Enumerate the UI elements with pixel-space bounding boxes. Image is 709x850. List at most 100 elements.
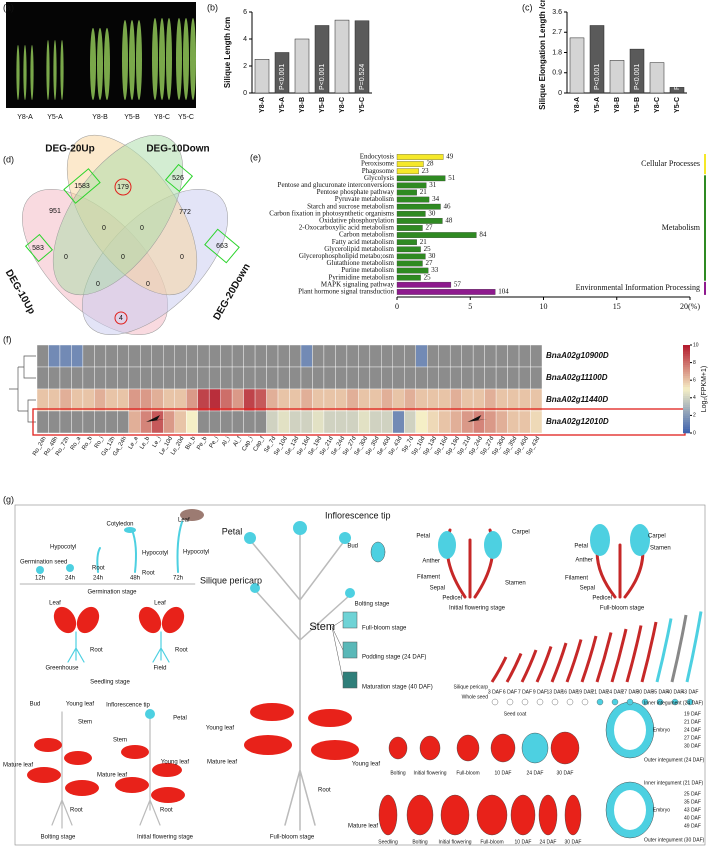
region-count: 0 bbox=[140, 225, 144, 232]
stage-label: 40 DAF bbox=[667, 689, 684, 695]
x-tick-label: 10 bbox=[540, 302, 548, 311]
heatmap-cell bbox=[472, 410, 485, 434]
x-tick-label: Y5-C bbox=[674, 97, 681, 113]
count-label: 28 bbox=[427, 160, 435, 168]
bar bbox=[396, 225, 423, 231]
region-count: 583 bbox=[32, 245, 44, 252]
x-tick-label: Y8-A bbox=[574, 97, 581, 113]
stage-label: 40 DAF bbox=[684, 815, 701, 821]
silique-shape bbox=[136, 20, 142, 100]
heatmap-cell bbox=[369, 410, 382, 434]
colorbar-segment bbox=[683, 389, 690, 392]
colorbar-segment bbox=[683, 404, 690, 407]
heatmap-cell bbox=[415, 410, 428, 434]
illustration-label: Whole seed bbox=[462, 694, 489, 700]
stage-label: Bolting bbox=[390, 770, 406, 776]
colorbar-tick-label: 4 bbox=[693, 395, 696, 401]
colorbar-segment bbox=[683, 356, 690, 359]
leaf-shape bbox=[65, 780, 99, 796]
bar bbox=[396, 161, 424, 167]
silique-shape bbox=[60, 40, 64, 100]
illustration-label: Silique pericarp bbox=[200, 575, 262, 585]
silique-shape bbox=[490, 656, 508, 683]
leaf-shape bbox=[440, 794, 470, 836]
missing-cell bbox=[105, 410, 118, 434]
count-label: 49 bbox=[446, 153, 454, 161]
leaf-shape bbox=[64, 751, 92, 765]
category-label: Fatty acid metabolism bbox=[332, 238, 395, 246]
y-tick-label: 0 bbox=[558, 90, 562, 97]
missing-cell bbox=[197, 344, 210, 368]
illustration-label: Embryo bbox=[653, 807, 670, 813]
stage-label: 10 DAF bbox=[515, 839, 532, 845]
missing-cell bbox=[335, 366, 348, 390]
missing-cell bbox=[151, 366, 164, 390]
bar bbox=[354, 20, 370, 94]
x-tick-label: Y5-B bbox=[634, 97, 641, 113]
count-label: 27 bbox=[425, 259, 433, 267]
illustration-label: Mature leaf bbox=[97, 773, 127, 779]
heatmap-cell bbox=[346, 388, 359, 412]
panel-label: (b) bbox=[207, 2, 218, 12]
heatmap-cell bbox=[323, 388, 336, 412]
heatmap-cell bbox=[381, 388, 393, 412]
p-value: P=0.524 bbox=[359, 64, 366, 90]
petal-shape bbox=[590, 524, 610, 556]
missing-cell bbox=[472, 366, 485, 390]
y-tick-label: 6 bbox=[243, 9, 247, 16]
leaf-shape bbox=[490, 733, 516, 763]
stage-label: 27 DAF bbox=[684, 735, 701, 741]
missing-cell bbox=[427, 366, 439, 390]
heatmap-cell bbox=[300, 344, 313, 368]
illustration-label: Root bbox=[92, 566, 105, 572]
illustration-label: 72h bbox=[173, 576, 183, 582]
heatmap-cell bbox=[518, 388, 531, 412]
stage-label: Initial flowering bbox=[438, 839, 471, 845]
leaf-shape bbox=[250, 703, 294, 721]
x-tick-label: 20(%) bbox=[680, 302, 700, 311]
p-value: P<0.001 bbox=[674, 64, 681, 90]
column-label: Pe_b bbox=[196, 435, 209, 451]
heatmap-cell bbox=[335, 388, 348, 412]
stage-label: 3 DAF bbox=[488, 689, 502, 695]
missing-cell bbox=[117, 344, 130, 368]
heatmap-cell bbox=[346, 410, 359, 434]
stage-label: Initial flowering bbox=[413, 770, 446, 776]
heatmap-cell bbox=[495, 388, 508, 412]
missing-cell bbox=[415, 366, 428, 390]
illustration-label: Germination stage bbox=[87, 590, 137, 596]
illustration-label: Stamen bbox=[650, 546, 671, 552]
seed-section bbox=[614, 790, 646, 830]
x-tick-label: Y5-A bbox=[279, 97, 286, 113]
heatmap-cell bbox=[289, 388, 302, 412]
cotyledon bbox=[124, 527, 136, 533]
seed-shape bbox=[626, 698, 634, 706]
bar bbox=[396, 182, 427, 189]
missing-cell bbox=[312, 366, 325, 390]
colorbar-label: Log₂(FPKM+1) bbox=[701, 366, 708, 412]
seed-shape bbox=[671, 698, 679, 706]
missing-cell bbox=[36, 410, 49, 434]
colorbar-segment bbox=[683, 419, 690, 423]
missing-cell bbox=[438, 366, 451, 390]
count-label: 21 bbox=[420, 188, 428, 196]
p-value: P<0.001 bbox=[594, 64, 601, 90]
heatmap-cell bbox=[208, 388, 221, 412]
heatmap-cell bbox=[48, 344, 61, 368]
panel-label: (c) bbox=[522, 2, 533, 12]
set-label: DEG-20Up bbox=[45, 144, 94, 155]
silique-shape bbox=[152, 18, 158, 100]
stem-section bbox=[342, 671, 358, 689]
stage-label: 30 DAF bbox=[637, 689, 654, 695]
panel-label: (f) bbox=[3, 334, 12, 344]
missing-cell bbox=[346, 366, 359, 390]
row-label: BnaA02g11440D bbox=[546, 395, 608, 404]
missing-cell bbox=[105, 366, 118, 390]
x-tick-label: Y8-C bbox=[654, 97, 661, 113]
bud-shape bbox=[370, 541, 386, 563]
missing-cell bbox=[174, 366, 187, 390]
illustration-label: Cotyledon bbox=[106, 522, 133, 528]
missing-cell bbox=[358, 344, 371, 368]
colorbar-tick-label: 8 bbox=[693, 360, 696, 366]
stage-label: Full-bloom bbox=[480, 839, 503, 845]
